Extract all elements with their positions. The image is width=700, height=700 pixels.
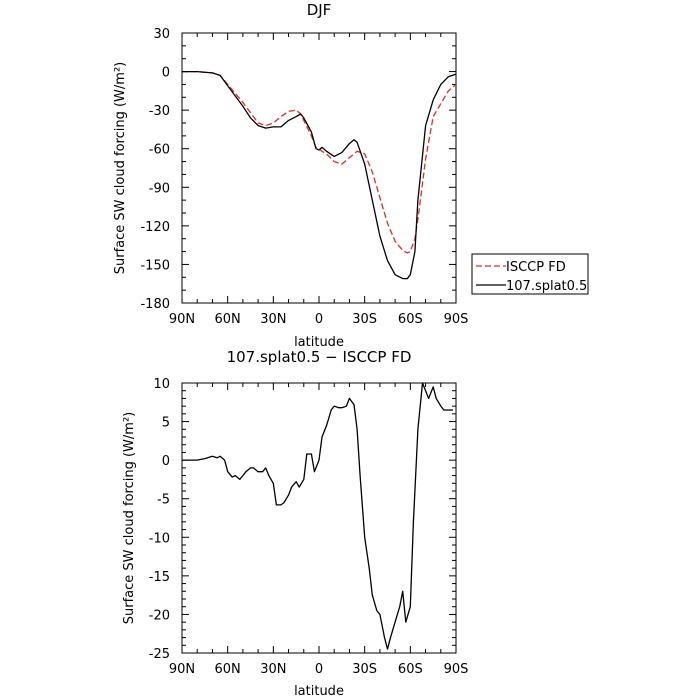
top-x-tick-label: 90S [444, 312, 469, 327]
bottom-y-tick-label: -15 [149, 570, 170, 585]
bottom-y-tick-label: 10 [153, 377, 170, 392]
bottom-y-tick-label: 5 [162, 416, 170, 431]
top-y-tick-label: -120 [140, 220, 170, 235]
bottom-x-tick-label: 60S [398, 662, 423, 677]
top-series-line-0 [182, 70, 457, 254]
top-series-lines [182, 70, 457, 280]
top-y-tick-label: -90 [149, 181, 170, 196]
bottom-x-tick-label: 90N [169, 662, 195, 677]
bottom-y-axis-label: Surface SW cloud forcing (W/m²) [122, 412, 137, 624]
bottom-y-tick-label: -20 [149, 608, 170, 623]
top-x-tick-label: 30N [260, 312, 286, 327]
bottom-x-tick-label: 90S [444, 662, 469, 677]
top-x-axis-label: latitude [294, 335, 344, 350]
top-y-tick-label: 30 [153, 27, 170, 42]
top-y-tick-label: -60 [149, 143, 170, 158]
top-y-axis-label: Surface SW cloud forcing (W/m²) [113, 62, 128, 274]
top-x-tick-label: 60S [398, 312, 423, 327]
bottom-y-tick-label: -10 [149, 531, 170, 546]
top-axis-ticks [181, 32, 457, 304]
top-y-tick-label: -150 [140, 258, 170, 273]
bottom-x-axis-label: latitude [294, 684, 344, 699]
top-x-tick-label: 90N [169, 312, 195, 327]
bottom-series-line-0 [182, 382, 453, 650]
bottom-x-tick-labels: 90N 60N 30N 0 30S 60S 90S [169, 662, 469, 677]
bottom-series-lines [182, 382, 453, 650]
bottom-y-tick-label: -25 [149, 647, 170, 662]
bottom-plot-frame [181, 382, 457, 654]
legend-box [471, 253, 589, 295]
top-x-tick-label: 30S [352, 312, 377, 327]
legend: ISCCP FD 107.splat0.5 [471, 253, 589, 295]
bottom-x-tick-label: 60N [215, 662, 241, 677]
bottom-y-tick-label: 0 [162, 454, 170, 469]
bottom-x-tick-label: 30S [352, 662, 377, 677]
top-x-tick-labels: 90N 60N 30N 0 30S 60S 90S [169, 312, 469, 327]
top-y-tick-label: -30 [149, 104, 170, 119]
bottom-y-tick-label: -5 [157, 493, 170, 508]
legend-label-isccp-fd: ISCCP FD [506, 260, 566, 275]
top-y-tick-labels: 30 0 -30 -60 -90 -120 -150 -180 [140, 27, 170, 312]
legend-label-107-splat: 107.splat0.5 [506, 279, 587, 294]
bottom-x-tick-label: 30N [260, 662, 286, 677]
top-x-tick-label: 60N [215, 312, 241, 327]
top-series-line-1 [182, 70, 457, 280]
bottom-axis-ticks [181, 382, 457, 654]
top-x-tick-label: 0 [315, 312, 323, 327]
top-y-tick-label: -180 [140, 297, 170, 312]
top-plot-frame [181, 32, 457, 304]
top-chart-title: DJF [307, 1, 332, 19]
bottom-x-tick-label: 0 [315, 662, 323, 677]
bottom-y-tick-labels: 10 5 0 -5 -10 -15 -20 -25 [149, 377, 170, 662]
panel-bottom: 107.splat0.5 − ISCCP FD 90N 60N 30N 0 30S 60S… [122, 348, 468, 699]
panel-top: DJF 90N 60N 30N 0 30S 60S 90S 30 0 -30 -60 -90 -120… [113, 1, 468, 350]
bottom-chart-title: 107.splat0.5 − ISCCP FD [227, 348, 412, 366]
top-y-tick-label: 0 [162, 66, 170, 81]
